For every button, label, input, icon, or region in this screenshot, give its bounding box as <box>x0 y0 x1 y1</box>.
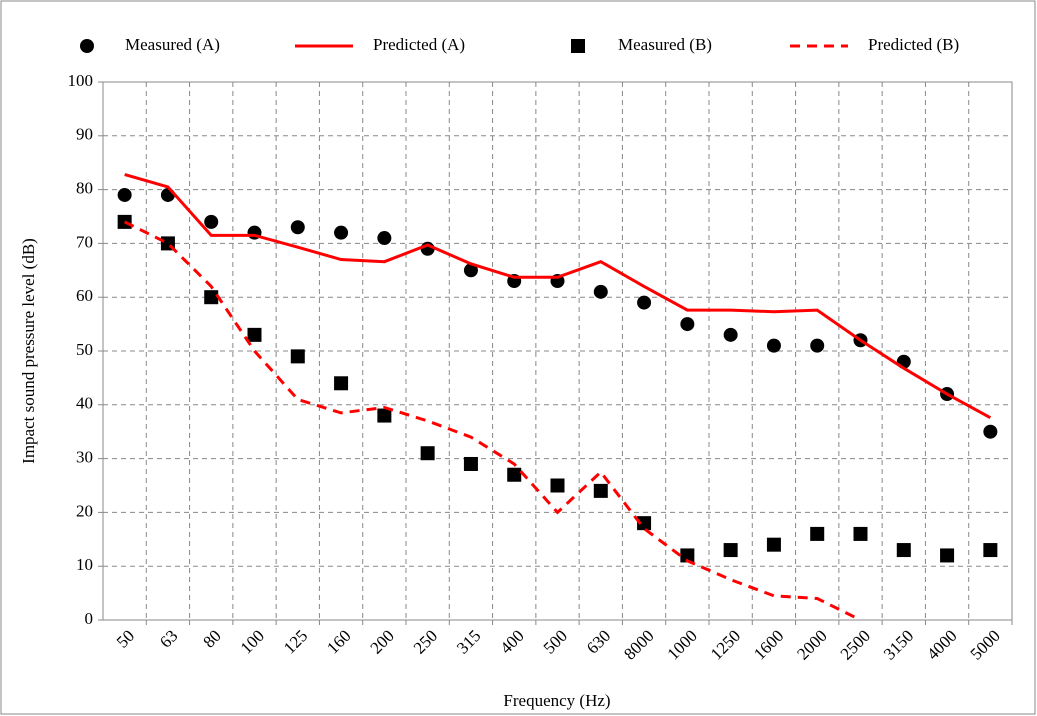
point <box>507 467 522 482</box>
y-tick-label: 20 <box>76 501 93 520</box>
point <box>204 290 219 305</box>
point <box>983 543 998 558</box>
y-tick-label: 90 <box>76 125 93 144</box>
point <box>377 408 392 423</box>
y-tick-label: 50 <box>76 340 93 359</box>
y-tick-label: 10 <box>76 555 93 574</box>
point <box>550 478 565 493</box>
y-tick-label: 60 <box>76 286 93 305</box>
point <box>247 327 262 342</box>
point <box>637 516 652 531</box>
point <box>117 214 132 229</box>
point <box>160 187 175 202</box>
point <box>637 295 652 310</box>
series-line <box>123 220 862 620</box>
point <box>896 543 911 558</box>
point <box>983 424 998 439</box>
point <box>723 543 738 558</box>
legend-marker <box>571 39 585 53</box>
point <box>463 263 478 278</box>
x-axis-label: Frequency (Hz) <box>503 691 610 710</box>
point <box>810 338 825 353</box>
point <box>853 526 868 541</box>
series-line <box>124 173 992 420</box>
y-tick-label: 100 <box>68 71 94 90</box>
point <box>593 284 608 299</box>
y-tick-label: 0 <box>85 609 94 628</box>
point <box>723 327 738 342</box>
point <box>766 537 781 552</box>
y-tick-label: 30 <box>76 448 93 467</box>
point <box>680 548 695 563</box>
point <box>334 225 349 240</box>
point <box>334 376 349 391</box>
point <box>940 548 955 563</box>
point <box>290 220 305 235</box>
point <box>766 338 781 353</box>
point <box>377 231 392 246</box>
legend-label: Measured (A) <box>125 35 220 54</box>
point <box>290 349 305 364</box>
legend-label: Predicted (B) <box>868 35 959 54</box>
point <box>463 456 478 471</box>
plot-series <box>117 173 998 620</box>
plot-area <box>102 81 1013 621</box>
point <box>680 317 695 332</box>
point <box>204 214 219 229</box>
point <box>593 483 608 498</box>
legend-marker <box>80 39 94 53</box>
point <box>420 446 435 461</box>
point <box>117 187 132 202</box>
y-tick-label: 70 <box>76 232 93 251</box>
point <box>810 526 825 541</box>
legend-label: Measured (B) <box>618 35 712 54</box>
legend-label: Predicted (A) <box>373 35 465 54</box>
y-tick-label: 80 <box>76 179 93 198</box>
y-axis-label: Impact sound pressure level (dB) <box>19 238 38 464</box>
y-tick-label: 40 <box>76 394 93 413</box>
